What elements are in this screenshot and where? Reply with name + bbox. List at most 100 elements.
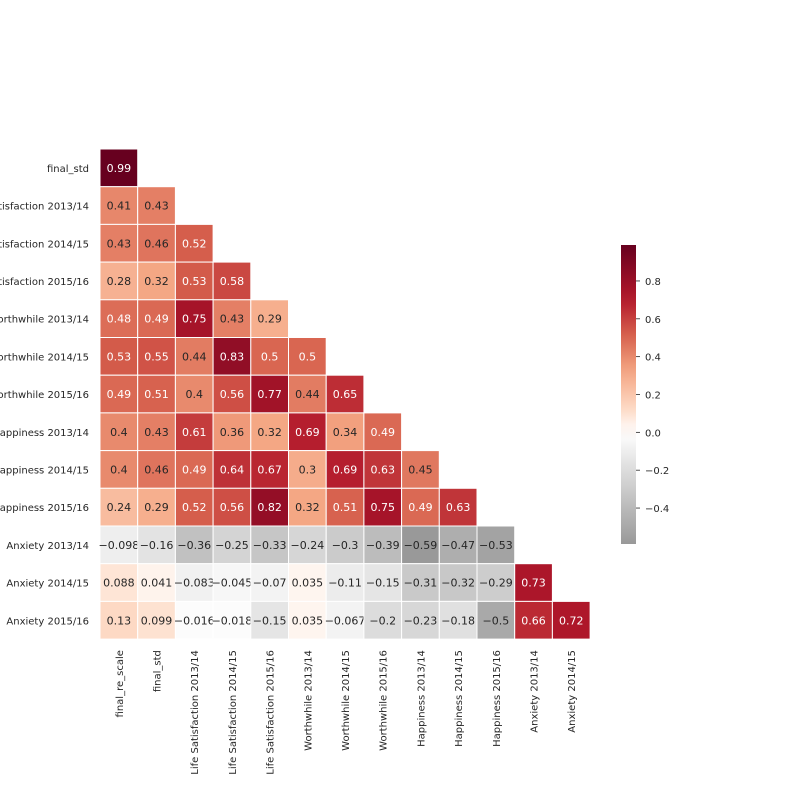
cell-value-label: 0.49 xyxy=(408,501,433,514)
column-tick-label: Anxiety 2014/15 xyxy=(567,650,578,733)
cell-value-label: −0.15 xyxy=(253,614,287,627)
heatmap-cell xyxy=(99,412,139,452)
cell-value-label: 0.3 xyxy=(299,463,317,476)
cell-value-label: −0.53 xyxy=(479,539,513,552)
heatmap-cell xyxy=(99,525,139,565)
cell-value-label: 0.65 xyxy=(333,388,358,401)
cell-value-label: 0.49 xyxy=(182,463,207,476)
heatmap-cell xyxy=(438,563,478,602)
cell-value-label: 0.49 xyxy=(144,313,169,326)
cell-value-label: 0.72 xyxy=(559,614,584,627)
column-tick-label: Worthwhile 2015/16 xyxy=(379,650,390,751)
column-tick-label: Happiness 2014/15 xyxy=(454,650,465,747)
cell-value-label: −0.59 xyxy=(404,539,438,552)
cell-value-label: −0.5 xyxy=(482,614,509,627)
cell-value-label: −0.2 xyxy=(369,614,396,627)
cell-value-label: 0.36 xyxy=(220,426,245,439)
cell-value-label: 0.51 xyxy=(333,501,358,514)
cell-value-label: −0.15 xyxy=(366,577,400,590)
cell-value-label: 0.48 xyxy=(107,313,132,326)
column-tick-label: Life Satisfaction 2014/15 xyxy=(228,650,239,775)
heatmap-cell xyxy=(99,600,139,640)
column-tick-label: Life Satisfaction 2013/14 xyxy=(190,650,201,775)
heatmap-cell xyxy=(174,223,214,263)
cell-value-label: −0.18 xyxy=(441,614,475,627)
colorbar: 0.8 0.6 0.4 0.2 0.0 −0.2 −0.4 xyxy=(621,245,669,544)
heatmap-cell xyxy=(212,299,252,338)
row-tick-label: final_std xyxy=(47,164,89,175)
cell-value-label: −0.016 xyxy=(174,614,215,627)
cell-value-label: 0.43 xyxy=(144,426,169,439)
heatmap-cell xyxy=(137,261,176,301)
cell-value-label: 0.088 xyxy=(103,577,135,590)
cell-value-label: 0.43 xyxy=(144,200,169,213)
heatmap-cell xyxy=(288,450,327,489)
cell-value-label: 0.69 xyxy=(295,426,320,439)
heatmap-cell xyxy=(99,563,139,602)
row-tick-label: Happiness 2013/14 xyxy=(0,428,89,439)
heatmap-cell xyxy=(476,525,516,565)
cell-value-label: 0.5 xyxy=(261,350,279,363)
cell-value-label: 0.5 xyxy=(299,350,317,363)
cell-value-label: −0.25 xyxy=(215,539,249,552)
cell-value-label: 0.75 xyxy=(182,313,207,326)
cell-value-label: −0.36 xyxy=(177,539,211,552)
heatmap-cell xyxy=(212,525,252,565)
heatmap-cell xyxy=(174,600,214,640)
row-labels: final_std Life Satisfaction 2013/14 Life S… xyxy=(0,164,89,627)
colorbar-tick-label: 0.4 xyxy=(645,353,661,364)
heatmap-cell xyxy=(288,374,327,414)
heatmap-cell xyxy=(212,487,252,527)
row-tick-label: Life Satisfaction 2013/14 xyxy=(0,202,89,213)
column-tick-label: Worthwhile 2013/14 xyxy=(303,650,314,751)
heatmap-cell xyxy=(401,525,440,565)
cell-value-label: 0.43 xyxy=(220,313,245,326)
cell-value-label: −0.083 xyxy=(174,577,215,590)
heatmap-cell xyxy=(363,412,403,452)
cell-value-label: 0.4 xyxy=(110,463,128,476)
heatmap-cell xyxy=(363,600,403,640)
cell-value-label: 0.58 xyxy=(220,275,245,288)
cell-value-label: −0.067 xyxy=(325,614,366,627)
heatmap-cell xyxy=(174,412,214,452)
row-tick-label: Worthwhile 2015/16 xyxy=(0,390,89,401)
cell-value-label: 0.46 xyxy=(144,463,169,476)
cell-value-label: 0.63 xyxy=(446,501,471,514)
cell-value-label: 0.32 xyxy=(295,501,320,514)
cell-value-label: 0.29 xyxy=(257,313,282,326)
row-tick-label: Happiness 2014/15 xyxy=(0,465,89,476)
heatmap-cell xyxy=(137,563,176,602)
cell-value-label: 0.041 xyxy=(141,577,173,590)
cell-value-label: 0.61 xyxy=(182,426,207,439)
cell-value-label: −0.24 xyxy=(290,539,324,552)
row-tick-label: Anxiety 2015/16 xyxy=(6,616,89,627)
heatmap-cell xyxy=(401,600,440,640)
heatmap-cell xyxy=(212,450,252,489)
cell-value-label: 0.46 xyxy=(144,237,169,250)
colorbar-tick-label: 0.0 xyxy=(645,428,661,439)
cell-value-label: 0.52 xyxy=(182,237,207,250)
column-tick-label: Anxiety 2013/14 xyxy=(530,650,541,733)
cell-value-label: −0.39 xyxy=(366,539,400,552)
colorbar-tick-label: 0.8 xyxy=(645,277,661,288)
cell-value-label: 0.035 xyxy=(292,614,324,627)
heatmap-cell xyxy=(476,600,516,640)
heatmap-cell xyxy=(363,563,403,602)
heatmap-cell xyxy=(137,487,176,527)
cell-value-label: 0.73 xyxy=(521,577,546,590)
heatmap-cell xyxy=(288,525,327,565)
column-tick-label: Happiness 2015/16 xyxy=(492,650,503,747)
cell-value-label: −0.29 xyxy=(479,577,513,590)
row-tick-label: Anxiety 2013/14 xyxy=(6,541,89,552)
cell-value-label: 0.55 xyxy=(144,350,169,363)
column-tick-label: final_re_scale xyxy=(115,650,126,717)
cell-value-label: 0.77 xyxy=(257,388,282,401)
cell-value-label: 0.53 xyxy=(107,350,132,363)
cell-value-label: 0.099 xyxy=(141,614,173,627)
cell-value-label: 0.41 xyxy=(107,200,132,213)
cell-value-label: 0.4 xyxy=(110,426,128,439)
cell-value-label: 0.43 xyxy=(107,237,132,250)
cell-value-label: 0.75 xyxy=(371,501,396,514)
cell-value-label: −0.16 xyxy=(140,539,174,552)
cell-value-label: 0.63 xyxy=(371,463,396,476)
